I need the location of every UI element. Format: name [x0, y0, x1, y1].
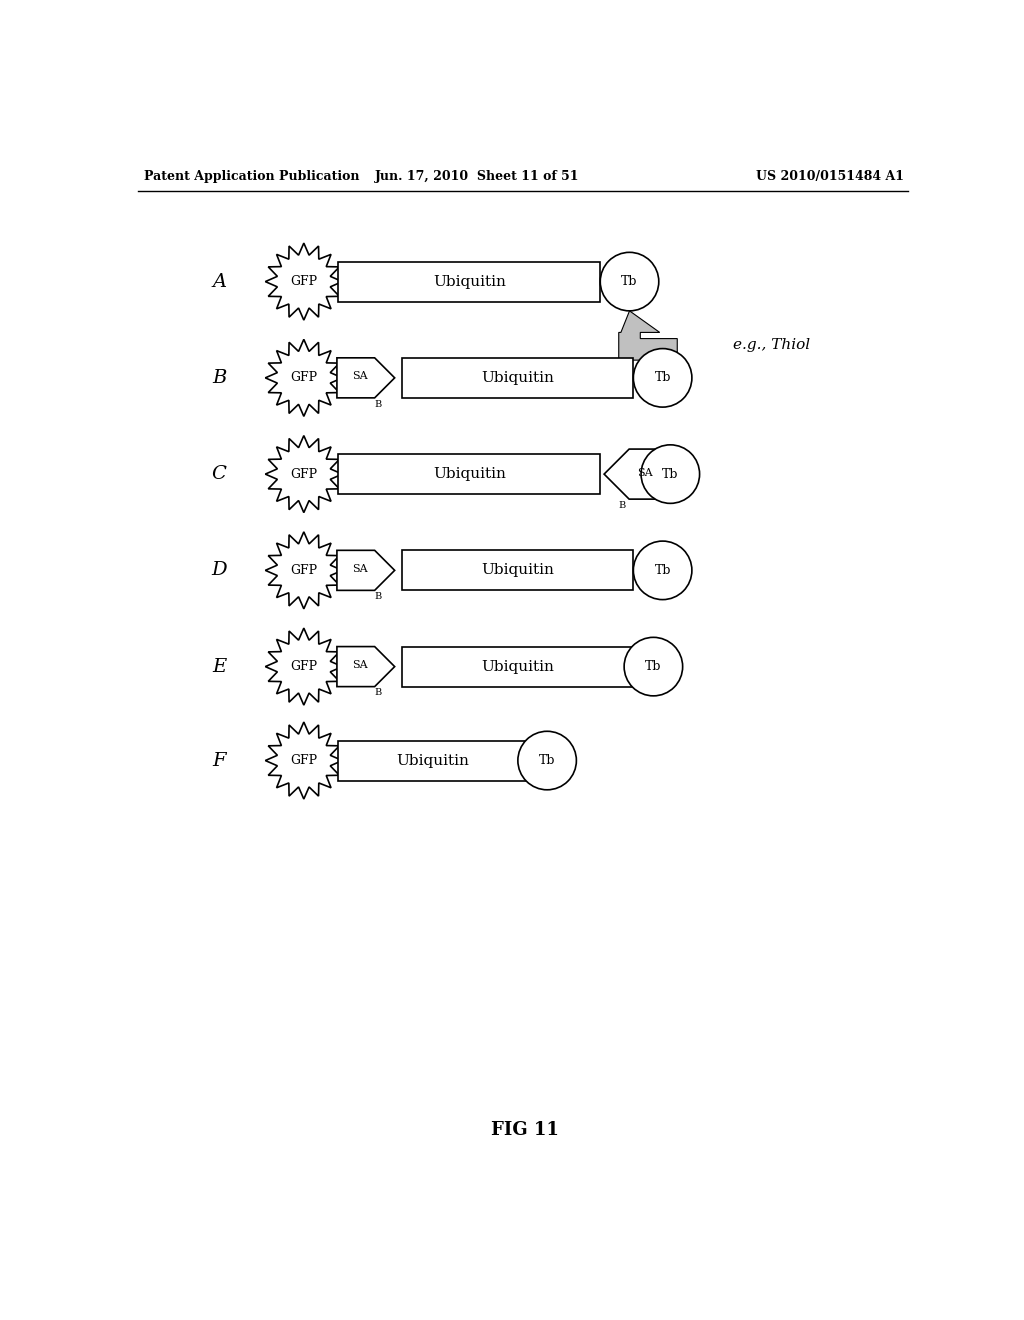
Polygon shape	[337, 647, 394, 686]
Text: e.g., Thiol: e.g., Thiol	[733, 338, 811, 351]
Circle shape	[634, 348, 692, 407]
Polygon shape	[337, 550, 394, 590]
Text: C: C	[212, 465, 226, 483]
Text: Tb: Tb	[663, 467, 679, 480]
Circle shape	[634, 541, 692, 599]
Text: Patent Application Publication: Patent Application Publication	[144, 170, 359, 183]
Polygon shape	[337, 358, 394, 397]
Polygon shape	[265, 243, 342, 321]
Text: A: A	[212, 273, 226, 290]
Text: Ubiquitin: Ubiquitin	[433, 275, 506, 289]
Text: SA: SA	[352, 660, 368, 671]
Polygon shape	[265, 722, 342, 799]
Text: GFP: GFP	[290, 754, 317, 767]
Text: D: D	[211, 561, 227, 579]
Circle shape	[600, 252, 658, 312]
Circle shape	[625, 638, 683, 696]
Bar	[339, 741, 527, 780]
Text: B: B	[618, 500, 626, 510]
Polygon shape	[527, 747, 546, 774]
Text: FIG 11: FIG 11	[490, 1121, 559, 1139]
Text: SA: SA	[352, 371, 368, 381]
Bar	[402, 550, 634, 590]
Text: SA: SA	[352, 564, 368, 574]
Text: GFP: GFP	[290, 660, 317, 673]
Text: Jun. 17, 2010  Sheet 11 of 51: Jun. 17, 2010 Sheet 11 of 51	[375, 170, 580, 183]
Text: Tb: Tb	[539, 754, 555, 767]
Bar	[402, 358, 634, 397]
Polygon shape	[265, 628, 342, 705]
Text: Tb: Tb	[654, 564, 671, 577]
Text: Ubiquitin: Ubiquitin	[481, 371, 554, 385]
Polygon shape	[265, 339, 342, 416]
Text: GFP: GFP	[290, 564, 317, 577]
Text: Ubiquitin: Ubiquitin	[396, 754, 469, 767]
Text: B: B	[375, 593, 382, 601]
Text: SA: SA	[637, 467, 653, 478]
Text: Tb: Tb	[654, 371, 671, 384]
Text: GFP: GFP	[290, 467, 317, 480]
Text: Tb: Tb	[622, 275, 638, 288]
Polygon shape	[618, 312, 677, 360]
Text: Ubiquitin: Ubiquitin	[433, 467, 506, 480]
Text: Tb: Tb	[645, 660, 662, 673]
Text: Ubiquitin: Ubiquitin	[481, 660, 554, 673]
Text: F: F	[212, 751, 226, 770]
Text: GFP: GFP	[290, 371, 317, 384]
Circle shape	[641, 445, 699, 503]
Polygon shape	[634, 653, 652, 680]
Text: B: B	[375, 400, 382, 408]
Polygon shape	[604, 449, 668, 499]
Text: B: B	[212, 368, 226, 387]
Polygon shape	[265, 532, 342, 609]
Text: E: E	[212, 657, 226, 676]
Polygon shape	[265, 436, 342, 512]
Bar	[402, 647, 634, 686]
Text: Ubiquitin: Ubiquitin	[481, 564, 554, 577]
Bar	[339, 454, 600, 494]
Text: US 2010/0151484 A1: US 2010/0151484 A1	[757, 170, 904, 183]
Text: B: B	[375, 688, 382, 697]
Circle shape	[518, 731, 577, 789]
Text: GFP: GFP	[290, 275, 317, 288]
Bar	[339, 261, 600, 302]
